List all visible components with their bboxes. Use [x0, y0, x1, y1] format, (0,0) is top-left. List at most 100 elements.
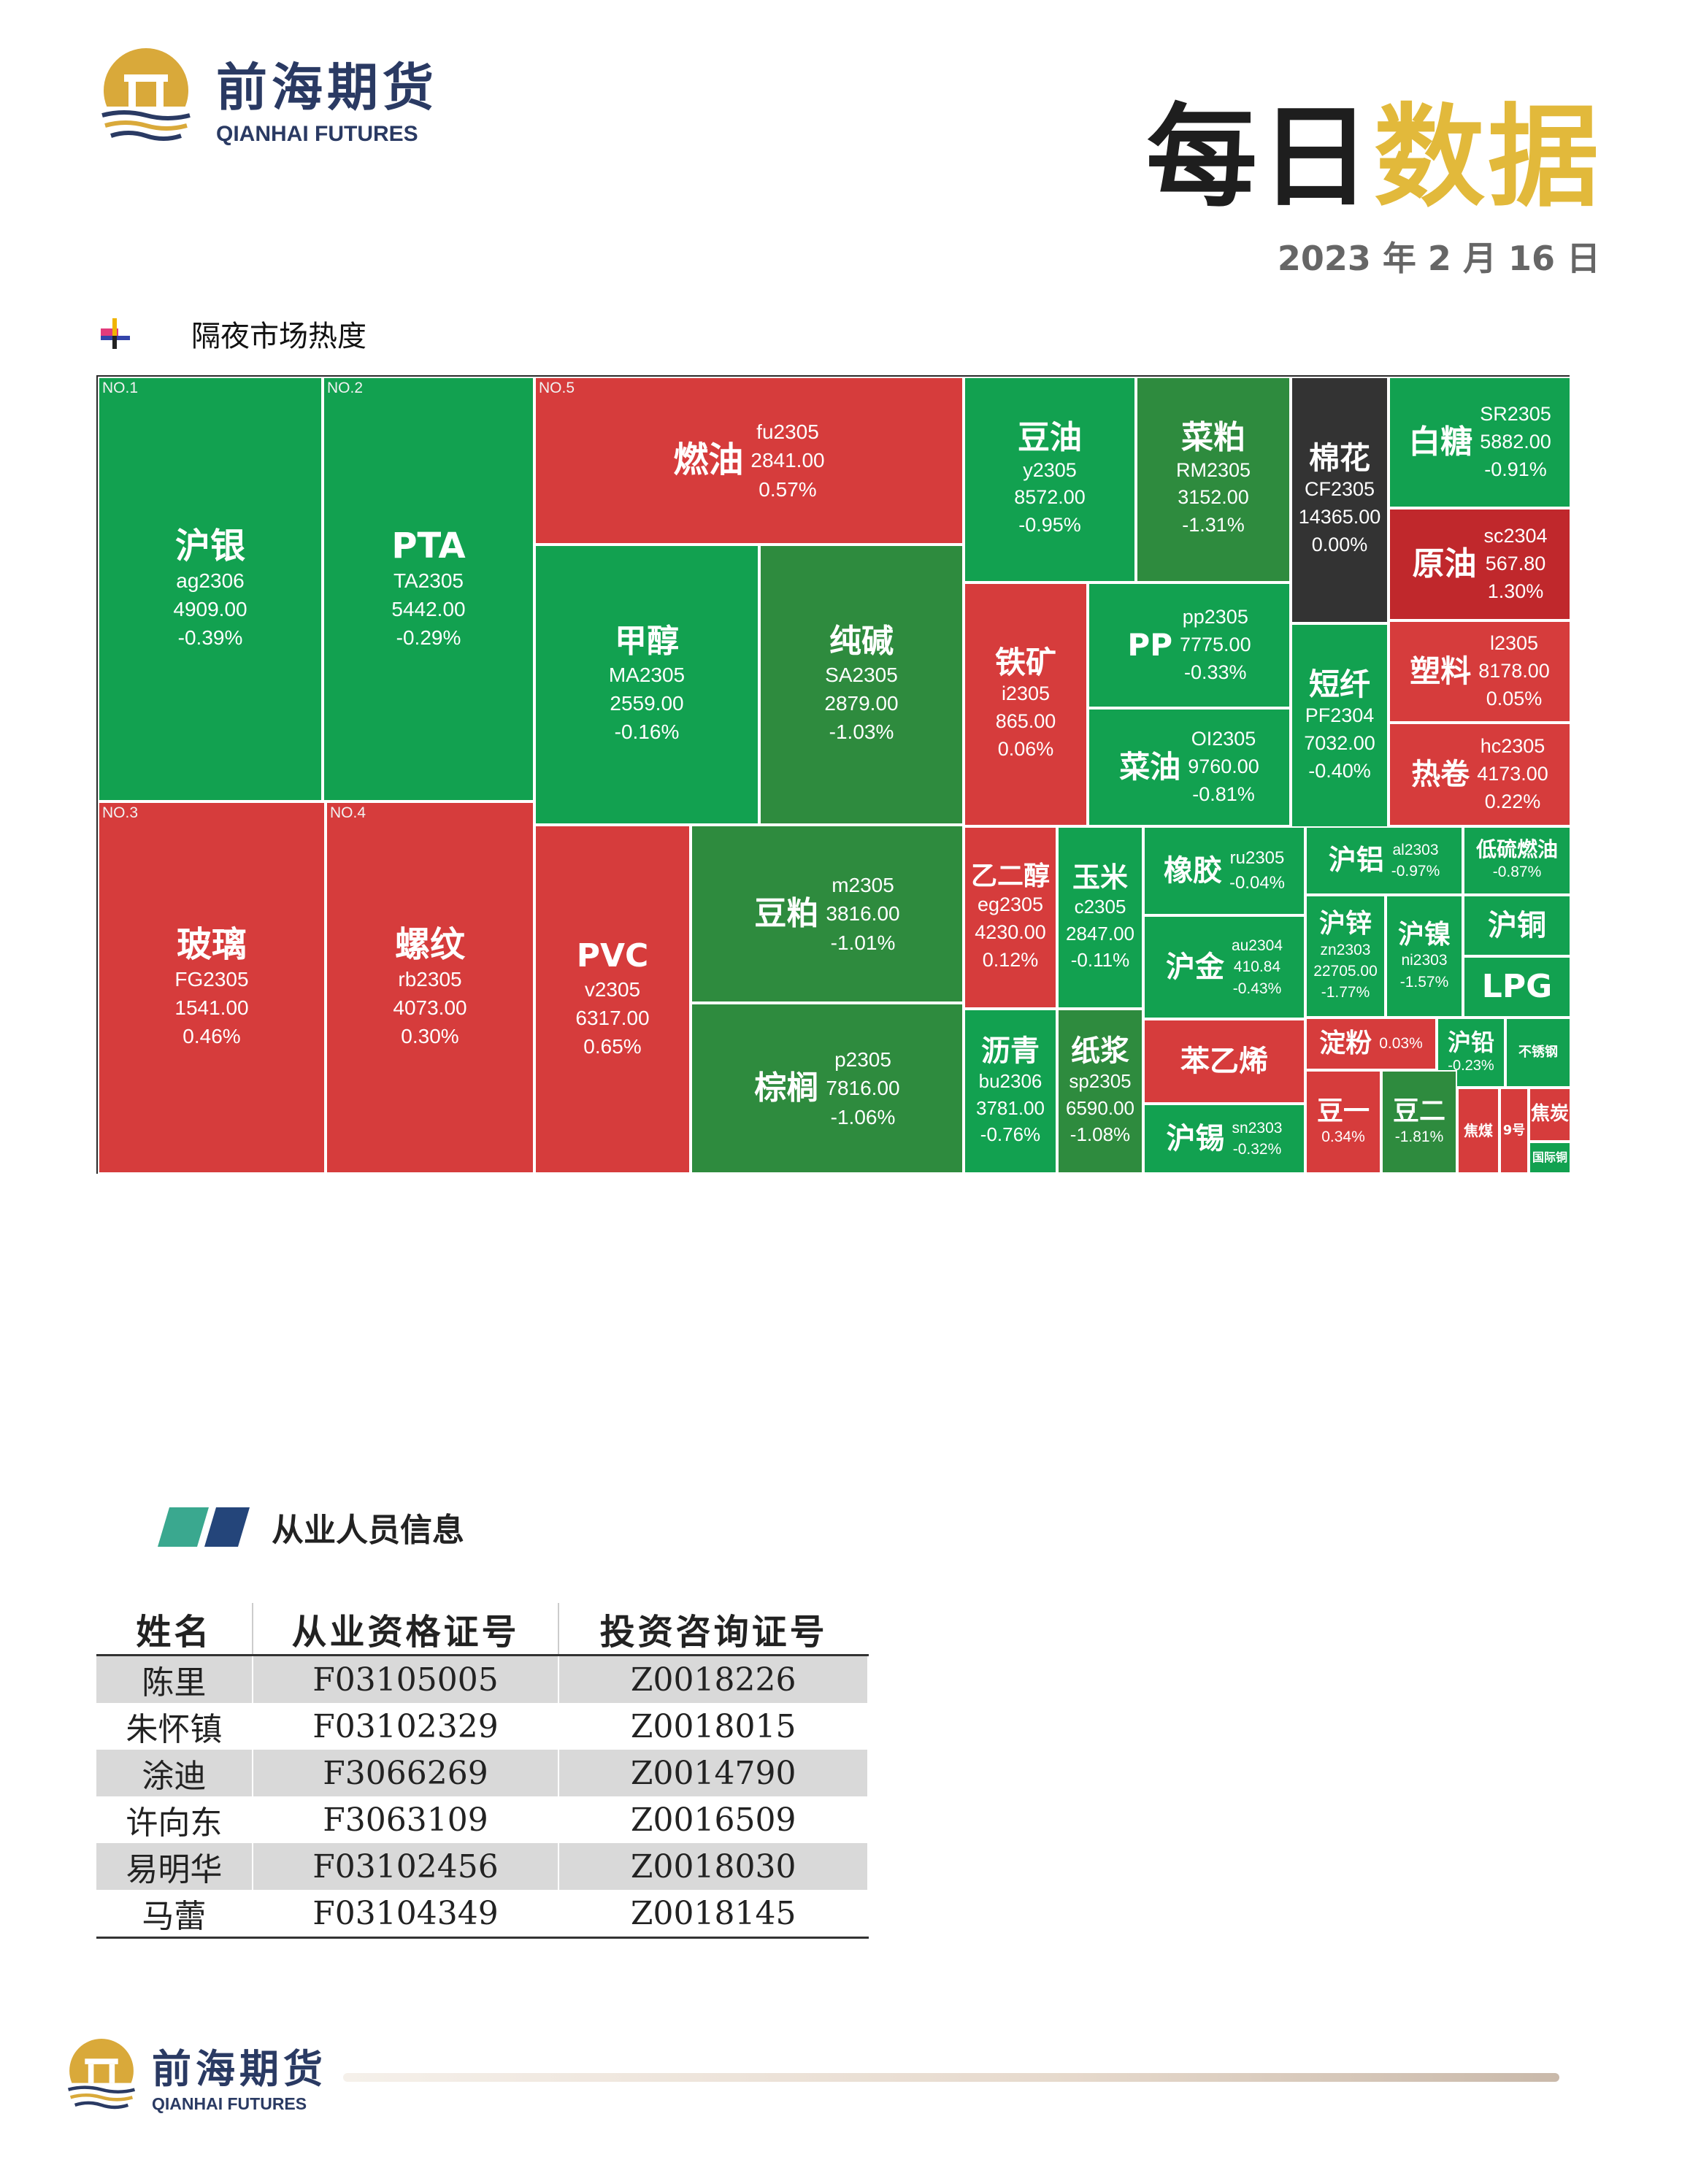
cell-price: 3152.00: [1178, 486, 1249, 509]
cell-price: 8572.00: [1014, 486, 1086, 509]
cell-commodity-name: 沪锡: [1166, 1122, 1225, 1156]
page-title-part1: 每日: [1146, 93, 1374, 222]
cell-change: 0.57%: [759, 477, 817, 501]
market-heat-treemap: NO.1 沪银 ag2306 4909.00 -0.39% NO.2 PTA TA2305 54…: [96, 375, 1571, 1174]
cell-price: 8178.00: [1478, 660, 1550, 682]
header-qualification: 从业资格证号: [251, 1603, 559, 1656]
treemap-cell-rapeseed-oil: 菜油 OI2305 9760.00 -0.81%: [1088, 708, 1291, 826]
treemap-cell-aluminum: 沪铝 al2303 -0.97%: [1305, 826, 1463, 895]
cell-commodity-name: 棕榈: [754, 1069, 819, 1107]
cell-code: v2305: [584, 977, 641, 1001]
cell-price: 567.80: [1485, 553, 1546, 575]
cell-price: 7816.00: [826, 1077, 900, 1100]
cell-commodity-name: 淀粉: [1319, 1028, 1372, 1059]
cell-rank-label: NO.4: [330, 804, 366, 821]
logo-chinese-name: 前海期货: [216, 56, 438, 118]
cell-code: al2303: [1392, 841, 1439, 858]
cell-code: eg2305: [977, 893, 1044, 915]
cell-commodity-name: 原油: [1412, 545, 1477, 582]
cell-code: ru2305: [1229, 848, 1285, 869]
cell-change: 0.03%: [1379, 1035, 1423, 1053]
cell-price: 5442.00: [391, 598, 466, 620]
cell-change: -1.31%: [1182, 514, 1245, 537]
cell-commodity-name: 沥青: [980, 1034, 1040, 1069]
cell-code: ag2306: [176, 569, 245, 592]
cell-code: i2305: [1001, 682, 1051, 705]
cell-commodity-name: 菜粕: [1181, 419, 1245, 456]
cell-price: 4173.00: [1477, 763, 1548, 785]
cell-code: TA2305: [393, 569, 464, 592]
cell-change: -0.32%: [1232, 1141, 1282, 1158]
treemap-cell-copper: 沪铜: [1463, 895, 1571, 956]
cell-commodity-name: PP: [1127, 626, 1172, 663]
cell-change: -0.43%: [1232, 980, 1282, 997]
cell-commodity-name: 沪铝: [1328, 844, 1384, 877]
plus-cross-icon: [101, 318, 130, 349]
report-date: 2023 年 2 月 16 日: [1277, 239, 1600, 278]
company-logo: 前海期货 QIANHAI FUTURES: [95, 45, 438, 147]
cell-commodity-name: 沪铅: [1447, 1028, 1494, 1056]
cell-price: 7775.00: [1179, 634, 1251, 656]
treemap-cell-gold: 沪金 au2304 410.84 -0.43%: [1143, 915, 1305, 1019]
treemap-cell-rubber: 橡胶 ru2305 -0.04%: [1143, 826, 1305, 915]
cell-change: -1.77%: [1321, 984, 1370, 1001]
cell-code: rb2305: [398, 967, 462, 991]
cell-commodity-name: 沪铜: [1488, 909, 1546, 942]
cell-change: -0.23%: [1448, 1058, 1494, 1074]
cell-code: p2305: [834, 1048, 891, 1072]
staff-name: 马蕾: [96, 1890, 253, 1939]
cell-change: -0.39%: [177, 626, 243, 650]
cell-price: 6590.00: [1066, 1096, 1134, 1119]
cell-commodity-name: 9号: [1502, 1122, 1526, 1138]
cell-code: l2305: [1489, 632, 1539, 655]
cell-change: -0.91%: [1484, 458, 1547, 480]
logo-english-name: QIANHAI FUTURES: [216, 121, 418, 146]
treemap-cell-crude-oil: 原油 sc2304 567.80 1.30%: [1389, 508, 1571, 620]
cell-change: -0.04%: [1229, 873, 1286, 893]
treemap-cell-hot-coil: 热卷 hc2305 4173.00 0.22%: [1389, 723, 1571, 826]
cell-commodity-name: 螺纹: [394, 923, 465, 965]
cell-price: 4073.00: [393, 996, 467, 1019]
cell-change: -0.97%: [1391, 863, 1440, 880]
treemap-cell-iron-ore: 铁矿 i2305 865.00 0.06%: [964, 582, 1088, 826]
cell-code: SA2305: [825, 663, 898, 686]
cell-commodity-name: 焦煤: [1464, 1121, 1493, 1139]
staff-consulting-id: Z0014790: [558, 1750, 869, 1796]
page-title-part2: 数据: [1374, 93, 1602, 222]
cell-rank-label: NO.5: [539, 380, 575, 396]
cell-price: 14365.00: [1298, 506, 1381, 528]
cell-price: 2841.00: [750, 449, 825, 472]
cell-change: -0.11%: [1070, 949, 1130, 972]
staff-name: 许向东: [96, 1796, 253, 1843]
treemap-cell-rapeseed-meal: 菜粕 RM2305 3152.00 -1.31%: [1136, 377, 1291, 582]
treemap-cell-rebar: NO.4 螺纹 rb2305 4073.00 0.30%: [326, 801, 534, 1174]
treemap-cell-pulp: 纸浆 sp2305 6590.00 -1.08%: [1057, 1009, 1143, 1174]
cell-price: 6317.00: [575, 1006, 650, 1029]
treemap-cell-zinc: 沪锌 zn2303 22705.00 -1.77%: [1305, 895, 1386, 1018]
logo-emblem-icon: [63, 2039, 140, 2114]
cell-commodity-name: 棉花: [1308, 440, 1370, 477]
treemap-cell-soybean-meal: 豆粕 m2305 3816.00 -1.01%: [691, 825, 964, 1003]
staff-qualification-id: F03102456: [251, 1843, 560, 1890]
cell-price: 5882.00: [1480, 431, 1551, 453]
cell-commodity-name: 玻璃: [176, 923, 247, 965]
cell-commodity-name: 塑料: [1410, 653, 1472, 689]
cell-commodity-name: 燃油: [673, 439, 744, 481]
cell-change: -0.16%: [614, 720, 680, 743]
treemap-cell-soda-ash: 纯碱 SA2305 2879.00 -1.03%: [759, 545, 964, 825]
cell-change: 0.46%: [183, 1025, 241, 1048]
table-row: 涂迪 F3066269 Z0014790: [96, 1750, 869, 1796]
cell-code: fu2305: [756, 420, 819, 444]
treemap-cell-asphalt: 沥青 bu2306 3781.00 -0.76%: [964, 1009, 1057, 1174]
staff-qualification-id: F03105005: [251, 1655, 560, 1703]
staff-name: 易明华: [96, 1843, 253, 1890]
cell-code: au2304: [1231, 937, 1283, 954]
treemap-cell-glass: NO.3 玻璃 FG2305 1541.00 0.46%: [98, 801, 326, 1174]
cell-change: -1.57%: [1399, 973, 1449, 991]
cell-price: 1541.00: [174, 996, 249, 1019]
cell-commodity-name: 豆油: [1017, 419, 1082, 456]
cell-code: m2305: [832, 874, 894, 897]
staff-qualification-id: F3066269: [251, 1750, 560, 1796]
footer-divider: [343, 2073, 1559, 2082]
cell-change: 0.34%: [1321, 1128, 1365, 1145]
